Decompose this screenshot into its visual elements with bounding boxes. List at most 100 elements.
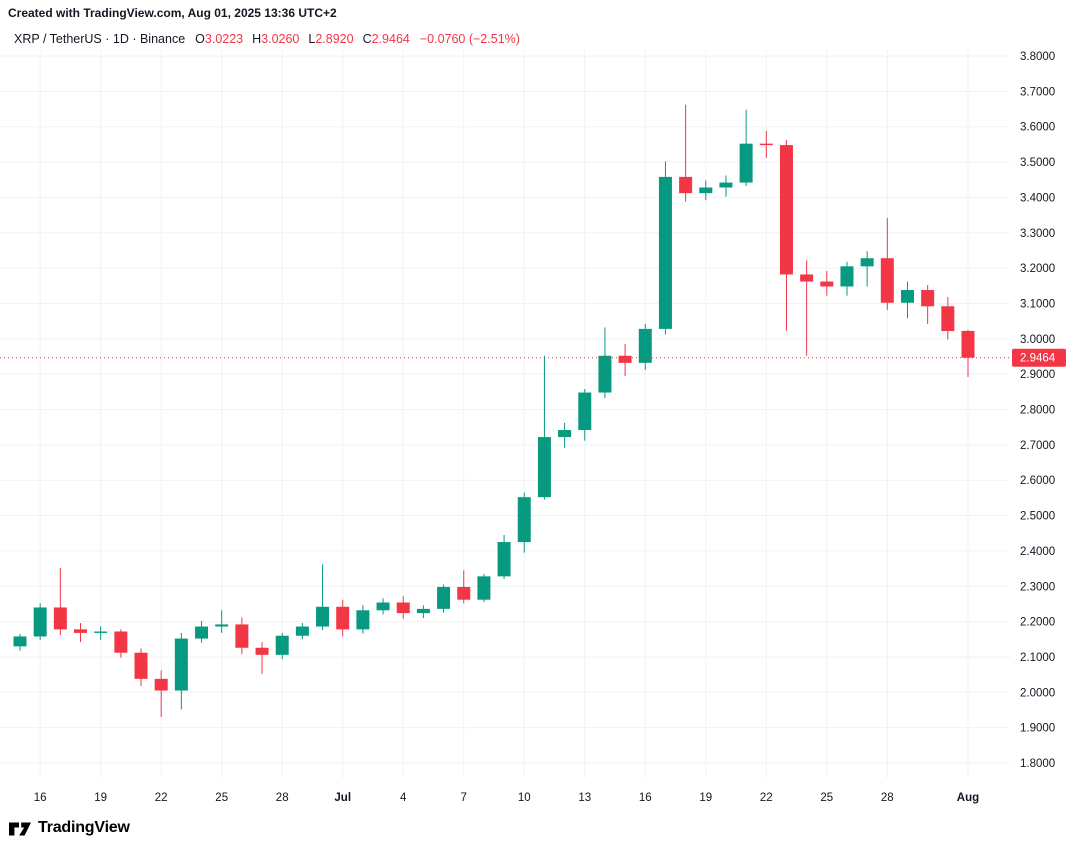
candle-body [215, 624, 229, 627]
time-label: 25 [215, 792, 228, 804]
candle [921, 285, 935, 324]
ohlc-low: L2.8920 [308, 32, 353, 46]
candle-body [800, 274, 814, 282]
candle-body [497, 542, 511, 577]
time-label: 22 [760, 792, 773, 804]
brand-name: TradingView [38, 819, 130, 836]
candle [497, 534, 511, 580]
price-label: 3.3000 [1020, 228, 1055, 240]
symbol-title[interactable]: XRP / TetherUS · 1D · Binance [14, 32, 186, 46]
candle-body [517, 497, 531, 543]
candle-body [295, 626, 309, 636]
time-label: 16 [34, 792, 47, 804]
candle [94, 626, 108, 640]
price-label: 3.5000 [1020, 157, 1055, 169]
candle [900, 281, 914, 319]
candle [759, 130, 773, 158]
candle [699, 180, 713, 201]
candle [558, 422, 572, 448]
candle-body [396, 602, 410, 614]
last-price-marker: 2.9464 [0, 348, 1066, 367]
candle-body [477, 576, 491, 600]
change-value: −0.0760 (−2.51%) [419, 32, 520, 46]
candle [215, 610, 229, 633]
candle [779, 140, 793, 332]
time-label: 28 [881, 792, 894, 804]
candle [74, 623, 88, 643]
candle-body [578, 392, 592, 431]
time-label: 13 [578, 792, 591, 804]
ohlc-high: H3.0260 [252, 32, 299, 46]
candle [457, 570, 471, 604]
candle-body [174, 638, 188, 691]
candle-body [114, 631, 128, 653]
candle-body [74, 629, 88, 633]
candle-body [316, 606, 330, 627]
candle [739, 109, 753, 187]
candle-body [195, 626, 209, 639]
price-label: 2.6000 [1020, 475, 1055, 487]
candle [356, 605, 370, 634]
candle-body [699, 187, 713, 194]
candle [658, 161, 672, 335]
candle [134, 648, 148, 686]
time-label: Aug [957, 792, 979, 804]
candle [437, 584, 451, 613]
candle-body [558, 430, 572, 438]
price-label: 2.8000 [1020, 405, 1055, 417]
candle [598, 327, 612, 399]
candle-body [880, 258, 894, 303]
price-label: 1.9000 [1020, 723, 1055, 735]
candle-body [921, 290, 935, 307]
candle [820, 270, 834, 296]
candle [154, 670, 168, 718]
candle [537, 355, 551, 500]
candle [275, 632, 289, 660]
price-axis[interactable]: 3.8000 3.7000 3.6000 3.5000 3.4000 3.3000 3.20… [1020, 51, 1055, 770]
candle [941, 297, 955, 340]
candle [235, 617, 249, 655]
candle-body [376, 602, 390, 611]
candle [638, 323, 652, 370]
time-label: Jul [334, 792, 351, 804]
close-value: 2.9464 [371, 32, 410, 46]
candle [517, 492, 531, 553]
low-value: 2.8920 [315, 32, 354, 46]
candle [33, 603, 47, 640]
candle-body [679, 176, 693, 194]
candle [679, 104, 693, 202]
price-label: 2.0000 [1020, 687, 1055, 699]
candle-body [33, 607, 47, 637]
candle [336, 599, 350, 637]
candle-body [537, 437, 551, 498]
low-label: L [308, 32, 316, 46]
grid-lines [0, 50, 1010, 778]
candle-body [658, 176, 672, 329]
high-label: H [252, 32, 262, 46]
price-label: 2.1000 [1020, 652, 1055, 664]
ohlc-values: O3.0223 H3.0260 L2.8920 C2.9464 [195, 32, 410, 46]
last-price-tag-value: 2.9464 [1020, 353, 1056, 365]
candle [840, 261, 854, 296]
time-axis[interactable]: 16 19 22 25 28 Jul 4 7 10 13 16 19 22 25 28 Aug [34, 792, 979, 804]
price-label: 3.4000 [1020, 192, 1055, 204]
high-value: 3.0260 [261, 32, 300, 46]
symbol-legend: XRP / TetherUS · 1D · Binance O3.0223 H3… [14, 32, 520, 46]
candle [195, 620, 209, 643]
price-label: 2.7000 [1020, 440, 1055, 452]
price-label: 2.2000 [1020, 617, 1055, 629]
open-value: 3.0223 [204, 32, 244, 46]
candle-body [739, 143, 753, 183]
candle [53, 567, 67, 636]
price-label: 3.1000 [1020, 298, 1055, 310]
candle-body [13, 636, 27, 647]
candle [618, 344, 632, 376]
price-label: 3.6000 [1020, 122, 1055, 134]
candle-body [900, 290, 914, 303]
candle-body [275, 635, 289, 655]
candle [255, 642, 269, 674]
candles-layer [13, 104, 975, 718]
candle [114, 629, 128, 658]
